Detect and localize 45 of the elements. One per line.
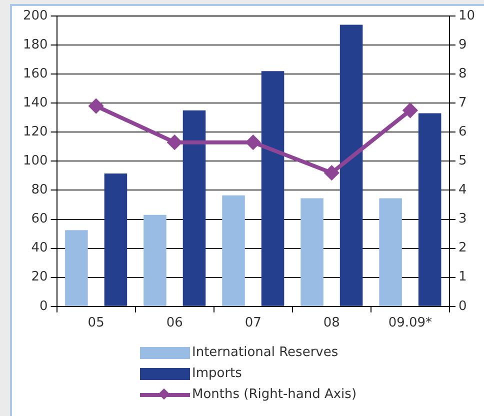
y2-tick-label: 8 xyxy=(458,66,467,82)
y-tick-label: 0 xyxy=(40,298,48,314)
bar xyxy=(104,174,128,306)
y-tick-label: 120 xyxy=(22,124,48,140)
bar xyxy=(261,71,284,306)
legend-label: Months (Right-hand Axis) xyxy=(192,387,357,402)
bar xyxy=(222,195,245,306)
bar xyxy=(379,198,402,306)
y2-tick-label: 9 xyxy=(458,37,467,52)
point xyxy=(168,135,182,150)
y-tick-label: 180 xyxy=(22,37,48,52)
bar xyxy=(340,24,363,306)
y-tick-label: 80 xyxy=(31,182,48,198)
point xyxy=(246,135,260,150)
point xyxy=(324,166,339,180)
y-tick-label: 40 xyxy=(31,240,48,256)
y2-tick-label: 5 xyxy=(458,154,467,169)
y2-tick-label: 0 xyxy=(458,298,467,314)
point xyxy=(403,103,418,118)
bar xyxy=(144,214,166,306)
y2-tick-label: 10 xyxy=(458,8,476,24)
y2-tick-label: 3 xyxy=(458,212,467,227)
bar xyxy=(182,110,206,306)
x-tick-label: 08 xyxy=(323,316,340,331)
x-tick-label: 09.09* xyxy=(388,316,433,331)
x-tick-label: 06 xyxy=(166,316,183,331)
legend-label: Imports xyxy=(192,366,242,381)
y-tick-label: 140 xyxy=(22,95,48,110)
y2-tick-label: 4 xyxy=(458,182,467,198)
y2-tick-label: 7 xyxy=(458,95,467,110)
y-tick-label: 20 xyxy=(31,270,48,285)
y2-tick-label: 2 xyxy=(458,240,467,256)
y2-tick-label: 1 xyxy=(458,270,467,285)
point xyxy=(89,99,104,114)
y2-tick-label: 6 xyxy=(458,124,467,140)
y-tick-label: 60 xyxy=(31,212,48,227)
y-tick-label: 100 xyxy=(22,154,48,169)
legend-label: International Reserves xyxy=(192,345,338,360)
y-tick-label: 200 xyxy=(22,8,48,24)
x-tick-label: 05 xyxy=(88,316,104,331)
y-tick-label: 160 xyxy=(22,66,48,82)
x-tick-label: 07 xyxy=(244,316,262,331)
bar xyxy=(418,113,442,306)
bar xyxy=(300,198,324,306)
bar xyxy=(65,230,88,306)
